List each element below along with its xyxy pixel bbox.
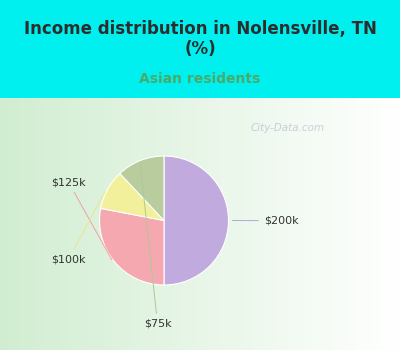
Wedge shape — [101, 174, 164, 220]
Wedge shape — [120, 156, 164, 220]
Text: Asian residents: Asian residents — [139, 72, 261, 86]
Wedge shape — [164, 156, 228, 285]
Text: Income distribution in Nolensville, TN
(%): Income distribution in Nolensville, TN (… — [24, 20, 376, 58]
Text: $75k: $75k — [140, 162, 171, 329]
Text: $200k: $200k — [232, 216, 298, 226]
Wedge shape — [100, 208, 164, 285]
Text: $125k: $125k — [51, 177, 112, 260]
Text: $100k: $100k — [51, 191, 105, 264]
Text: City-Data.com: City-Data.com — [251, 123, 325, 133]
